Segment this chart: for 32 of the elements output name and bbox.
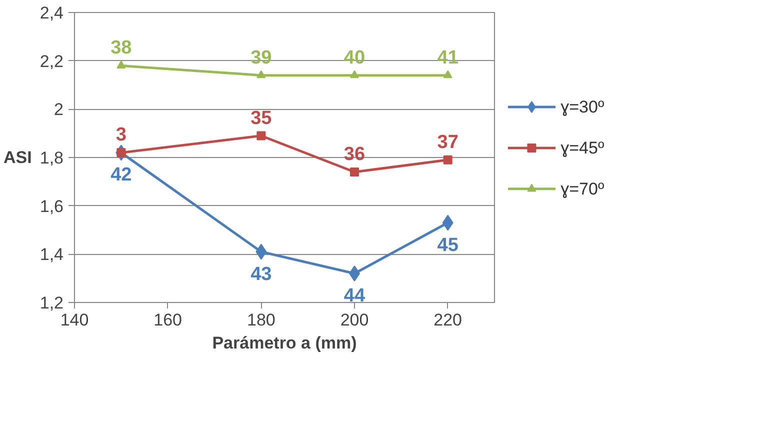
x-tick-label: 180 bbox=[246, 310, 276, 330]
point bbox=[256, 70, 266, 78]
point bbox=[116, 60, 126, 68]
x-tick-label: 220 bbox=[434, 310, 462, 330]
point bbox=[443, 70, 452, 78]
point bbox=[350, 70, 359, 78]
y-tick-label: 1,4 bbox=[40, 245, 64, 264]
annotation: 38 bbox=[110, 38, 132, 59]
x-tick-label: 200 bbox=[340, 310, 369, 330]
legend-label: ɣ=30º bbox=[560, 98, 604, 116]
x-tick-label: 160 bbox=[154, 310, 182, 330]
annotation: 35 bbox=[250, 108, 272, 129]
y-tick-label: 1,6 bbox=[40, 196, 64, 216]
annotation: 42 bbox=[110, 164, 132, 186]
annotation: 45 bbox=[437, 234, 459, 256]
annotation: 3 bbox=[116, 124, 126, 146]
x-tick-label: 140 bbox=[60, 310, 89, 330]
point bbox=[256, 131, 266, 140]
legend-label: ɣ=70º bbox=[560, 179, 604, 198]
point bbox=[350, 168, 359, 176]
y-tick-label: 1,2 bbox=[40, 294, 64, 312]
point bbox=[443, 155, 452, 164]
annotation: 43 bbox=[250, 264, 272, 285]
y-tick-label: 2,4 bbox=[40, 4, 64, 22]
annotation: 44 bbox=[344, 286, 366, 306]
y-tick-label: 1,8 bbox=[40, 148, 64, 168]
y-axis-title: ASI bbox=[4, 148, 32, 167]
y-tick-label: 2,2 bbox=[40, 52, 64, 71]
x-axis-title: Parámetro a (mm) bbox=[212, 334, 357, 352]
annotation: 37 bbox=[437, 132, 458, 153]
legend-label: ɣ=45º bbox=[560, 138, 604, 158]
y-tick-label: 2 bbox=[54, 100, 64, 120]
